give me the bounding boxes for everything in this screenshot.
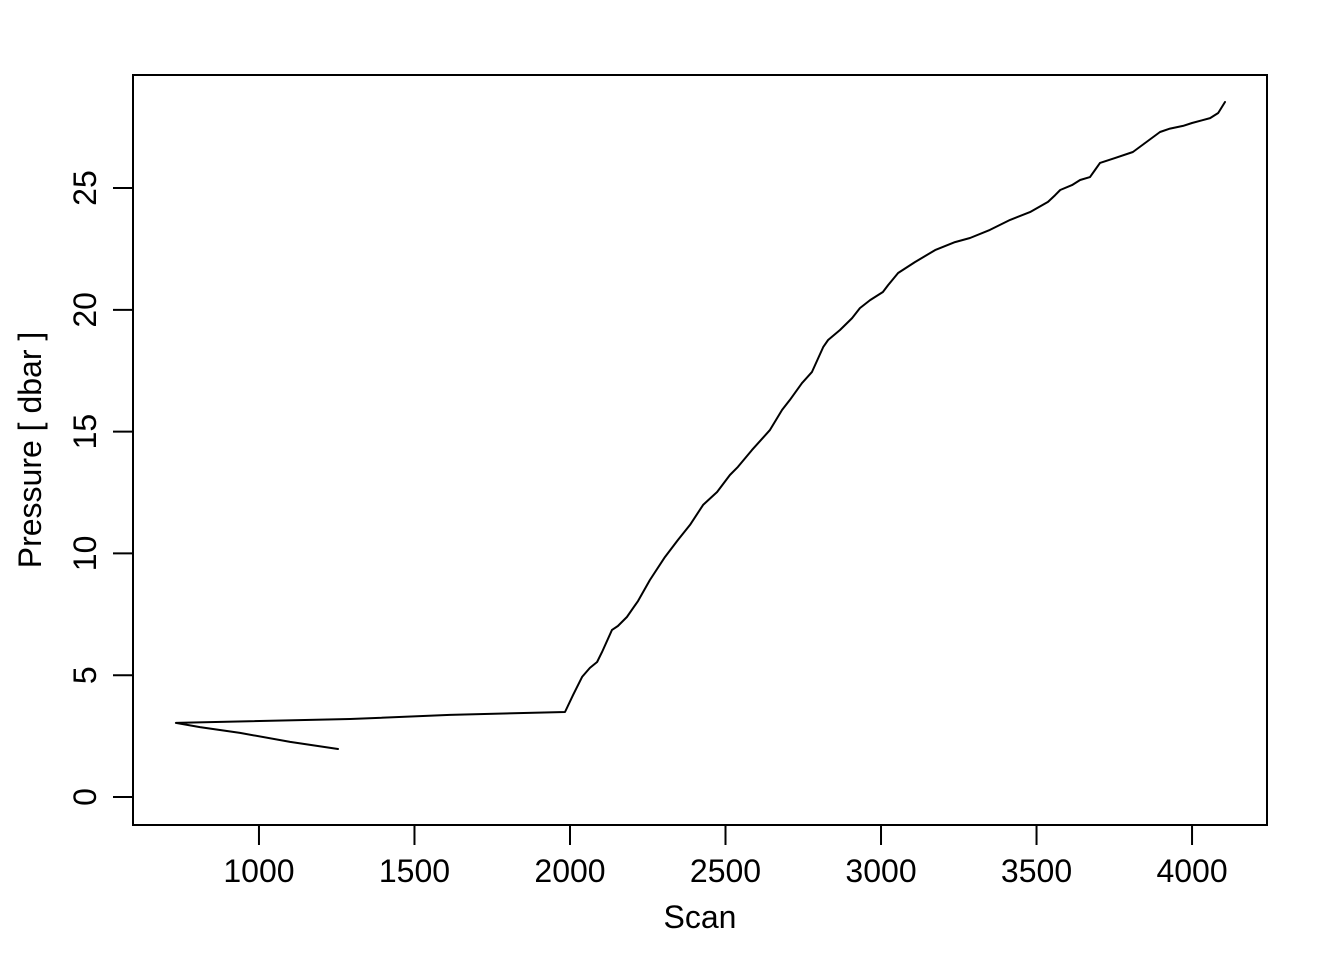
x-tick-label: 4000 bbox=[1156, 853, 1227, 889]
x-tick-label: 1000 bbox=[223, 853, 294, 889]
y-tick-label: 15 bbox=[67, 414, 103, 450]
y-axis-title: Pressure [ dbar ] bbox=[12, 332, 48, 569]
x-tick-label: 1500 bbox=[379, 853, 450, 889]
x-tick-label: 3500 bbox=[1001, 853, 1072, 889]
x-axis-title: Scan bbox=[664, 899, 737, 935]
y-tick-label: 10 bbox=[67, 536, 103, 572]
y-tick-label: 25 bbox=[67, 170, 103, 206]
plot-border bbox=[132, 74, 1268, 826]
x-tick-label: 3000 bbox=[845, 853, 916, 889]
data-line-pressure bbox=[174, 101, 1226, 750]
x-tick-label: 2500 bbox=[690, 853, 761, 889]
x-tick-label: 2000 bbox=[534, 853, 605, 889]
y-tick-label: 20 bbox=[67, 292, 103, 328]
plot-area: 1000 1500 2000 2500 3000 3500 4000 0 5 10 15 20 25 bbox=[67, 74, 1268, 889]
y-tick-label: 0 bbox=[67, 788, 103, 806]
y-tick-label: 5 bbox=[67, 666, 103, 684]
